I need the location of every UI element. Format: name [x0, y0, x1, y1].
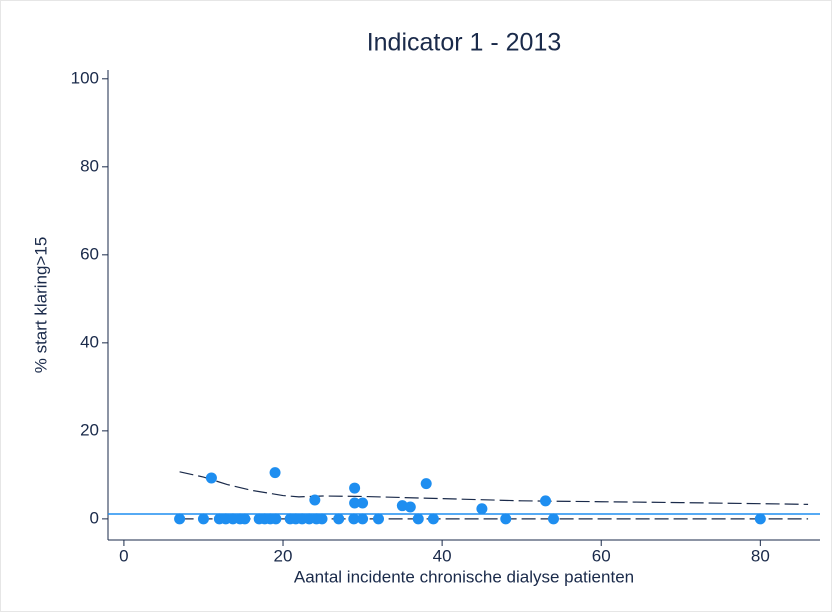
point	[476, 503, 488, 515]
point	[404, 501, 416, 513]
point	[239, 513, 251, 525]
point	[357, 513, 369, 525]
point	[205, 472, 217, 484]
y-tick-label: 60	[80, 244, 99, 263]
point	[269, 467, 281, 479]
point	[270, 513, 282, 525]
y-tick-label: 0	[90, 508, 99, 527]
point	[372, 513, 384, 525]
point	[412, 513, 424, 525]
point	[420, 478, 432, 490]
point	[348, 513, 360, 525]
y-axis-label: % start klaring>15	[31, 237, 50, 374]
y-tick-label: 20	[80, 420, 99, 439]
point	[547, 513, 559, 525]
point	[540, 495, 552, 507]
control-limit	[179, 471, 809, 505]
x-tick-label: 80	[751, 546, 770, 565]
point	[174, 513, 186, 525]
point	[309, 494, 321, 506]
point	[500, 513, 512, 525]
chart-title: Indicator 1 - 2013	[367, 29, 562, 57]
point	[197, 513, 209, 525]
point	[357, 497, 369, 509]
y-tick-label: 40	[80, 332, 99, 351]
point	[333, 513, 345, 525]
y-tick-label: 80	[80, 156, 99, 175]
point	[754, 513, 766, 525]
x-tick-label: 60	[592, 546, 611, 565]
point	[349, 497, 361, 509]
x-tick-label: 20	[274, 546, 293, 565]
x-tick-label: 40	[433, 546, 452, 565]
x-tick-label: 0	[119, 546, 128, 565]
point	[427, 513, 439, 525]
point	[349, 482, 361, 494]
x-axis-label: Aantal incidente chronische dialyse pati…	[294, 567, 634, 586]
point	[316, 513, 328, 525]
y-tick-label: 100	[71, 68, 99, 87]
